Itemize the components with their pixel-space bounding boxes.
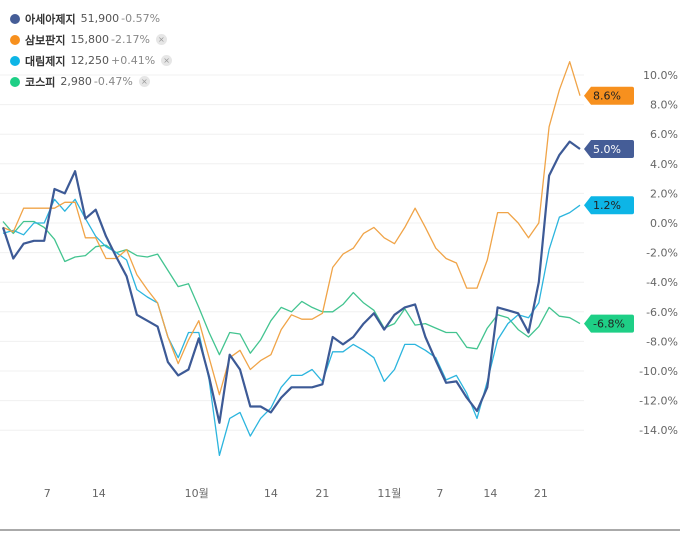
legend-name: 코스피 — [25, 75, 56, 89]
tag-background — [584, 196, 634, 215]
series-line-3 — [2, 220, 581, 356]
tag-value: 1.2% — [593, 199, 621, 212]
tag-background — [584, 86, 634, 105]
legend-price: 2,980 — [60, 75, 92, 88]
legend-price: 51,900 — [80, 12, 120, 25]
tag-value: 8.6% — [593, 90, 621, 103]
legend-item[interactable]: 대림제지 12,250 +0.41% × — [10, 50, 173, 71]
y-tick-label: -12.0% — [639, 395, 678, 408]
legend-change: -2.17% — [110, 33, 150, 46]
tag-value: -6.8% — [593, 318, 625, 331]
legend-item[interactable]: 삼보판지 15,800 -2.17% × — [10, 29, 172, 50]
x-tick-label: 14 — [92, 487, 106, 500]
y-tick-label: 6.0% — [650, 128, 678, 141]
legend-change: +0.41% — [110, 54, 156, 67]
remove-series-close-icon[interactable]: × — [138, 76, 150, 87]
y-tick-label: -4.0% — [646, 276, 678, 289]
tag-background — [584, 140, 634, 158]
end-value-tag: 5.0% — [584, 140, 634, 158]
y-tick-label: 10.0% — [643, 69, 678, 82]
y-tick-label: -6.0% — [646, 306, 678, 319]
series-line-0 — [1, 140, 581, 424]
x-tick-label: 7 — [436, 487, 443, 500]
legend-change: -0.47% — [93, 75, 133, 88]
y-tick-label: -10.0% — [639, 365, 678, 378]
legend-color-dot — [10, 76, 20, 87]
y-tick-label: -2.0% — [646, 247, 678, 260]
remove-series-close-icon[interactable]: × — [155, 34, 167, 45]
y-tick-label: 4.0% — [650, 158, 678, 171]
y-tick-label: -8.0% — [646, 335, 678, 348]
x-tick-label: 21 — [315, 487, 329, 500]
x-tick-label: 10월 — [185, 487, 209, 500]
x-tick-label: 21 — [534, 487, 548, 500]
x-tick-label: 14 — [483, 487, 497, 500]
remove-series-close-icon[interactable]: × — [161, 55, 173, 66]
tag-background — [584, 314, 634, 333]
x-tick-label: 14 — [264, 487, 278, 500]
y-tick-label: 2.0% — [650, 187, 678, 200]
legend-color-dot — [10, 13, 20, 24]
legend-name: 대림제지 — [25, 54, 66, 68]
end-value-tag: 1.2% — [584, 196, 634, 215]
legend-color-dot — [10, 55, 20, 66]
legend: 아세아제지 51,900 -0.57% 삼보판지 15,800 -2.17% × 대림제지 12… — [10, 8, 173, 92]
legend-price: 15,800 — [70, 33, 109, 46]
legend-price: 12,250 — [70, 54, 109, 67]
end-value-tag: 8.6% — [584, 86, 634, 105]
y-tick-label: 8.0% — [650, 99, 678, 112]
legend-name: 삼보판지 — [25, 33, 66, 47]
y-tick-label: -14.0% — [639, 424, 678, 437]
tag-value: 5.0% — [593, 143, 621, 156]
legend-change: -0.57% — [121, 12, 161, 25]
legend-item[interactable]: 아세아제지 51,900 -0.57% — [10, 8, 172, 29]
legend-color-dot — [10, 34, 20, 45]
legend-item[interactable]: 코스피 2,980 -0.47% × — [10, 71, 172, 92]
y-tick-label: 0.0% — [650, 217, 678, 230]
x-tick-label: 7 — [44, 487, 51, 500]
x-tick-label: 11월 — [377, 487, 401, 500]
end-value-tag: -6.8% — [584, 314, 634, 333]
legend-name: 아세아제지 — [25, 12, 76, 26]
series-line-1 — [2, 61, 581, 396]
